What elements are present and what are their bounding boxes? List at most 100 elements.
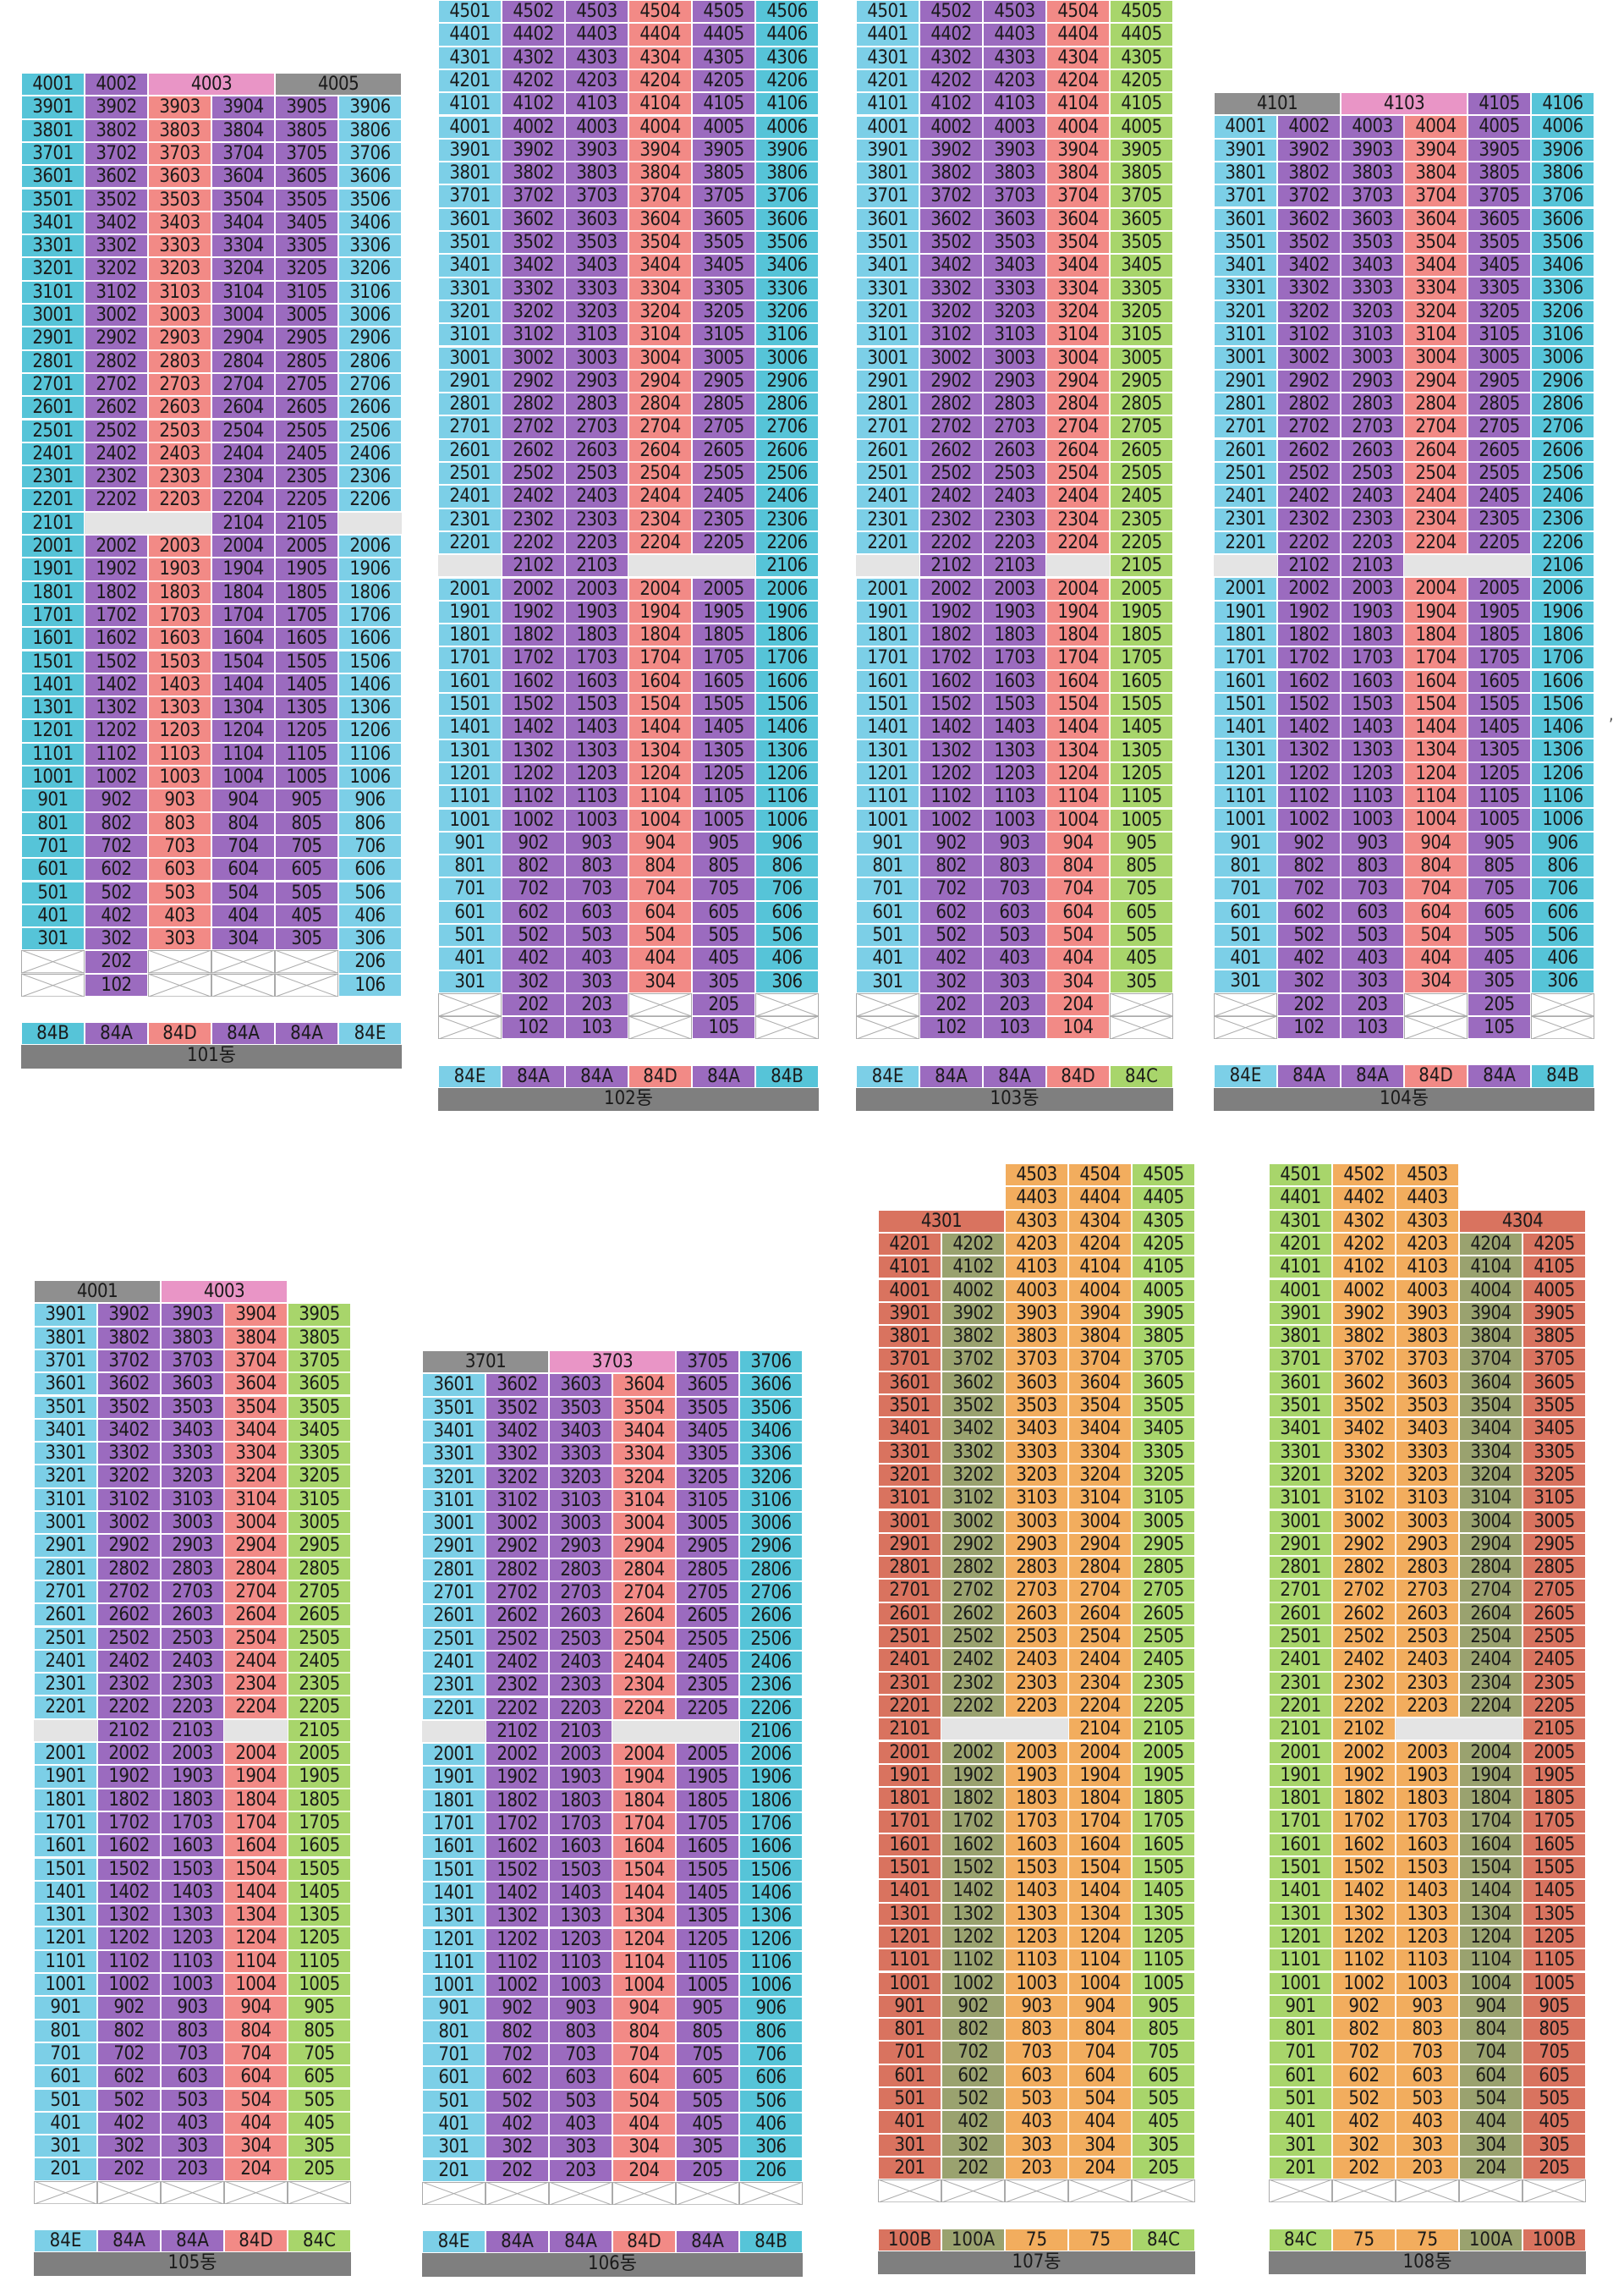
unit-cell: 806	[1531, 854, 1594, 878]
unit-cell: 2606	[338, 396, 402, 420]
unit-cell: 1305	[1110, 739, 1173, 762]
unit-cell: 1003	[549, 1974, 612, 1998]
unit-cell: 1704	[211, 603, 275, 628]
unit-cell: 2602	[1332, 1602, 1396, 1625]
unit-cell: 3002	[1277, 346, 1341, 370]
unit-cell: 3701	[438, 184, 502, 208]
unit-cell: 203	[1005, 2156, 1068, 2180]
unit-cell: 905	[288, 1996, 351, 2020]
unit-cell: 3802	[1277, 161, 1341, 185]
unit-cell: 4303	[1396, 1209, 1459, 1233]
unit-cell: 2405	[1522, 1648, 1586, 1672]
unit-cell: 3605	[1468, 207, 1531, 231]
unit-cell: 3701	[1214, 184, 1277, 208]
unit-cell: 2305	[1468, 508, 1531, 531]
unit-cell: 1103	[1341, 785, 1404, 809]
unit-cell: 2706	[739, 1581, 803, 1605]
unit-cell: 703	[1396, 2041, 1459, 2064]
unit-cell: 4405	[1110, 23, 1173, 47]
unit-cell: 301	[856, 970, 919, 993]
unit-cell: 3105	[288, 1487, 351, 1511]
unit-cell: 2201	[422, 1696, 486, 1720]
unit-cell: 3801	[34, 1326, 97, 1349]
unit-cell: 502	[502, 924, 565, 948]
unit-cell: 2404	[1459, 1648, 1522, 1672]
unit-cell: 1806	[755, 624, 819, 647]
unit-cell: 3505	[676, 1396, 739, 1420]
unit-cell: 701	[422, 2043, 486, 2067]
unit-cell: 4404	[1046, 23, 1110, 47]
unit-cell: 1101	[856, 785, 919, 809]
unit-cell: 2303	[161, 1673, 224, 1696]
unit-cell: 1705	[676, 1812, 739, 1836]
unit-cell: 2604	[612, 1604, 676, 1628]
unit-cell: 4006	[755, 115, 819, 139]
unit-cell: 4403	[565, 23, 628, 47]
pilotis-cell	[1531, 992, 1594, 1016]
unit-cell: 3503	[161, 1395, 224, 1419]
unit-cell: 802	[919, 855, 983, 878]
unit-cell: 4503	[1396, 1163, 1459, 1187]
unit-cell: 2101	[878, 1718, 941, 1741]
unit-cell: 1805	[1468, 623, 1531, 647]
unit-cell: 2203	[1341, 530, 1404, 554]
unit-cell: 902	[502, 831, 565, 855]
unit-cell: 1701	[1214, 646, 1277, 670]
unit-cell: 306	[739, 2135, 803, 2159]
unit-cell: 4305	[692, 46, 755, 69]
unit-cell: 2105	[1132, 1718, 1195, 1741]
unit-cell: 1805	[676, 1789, 739, 1812]
unit-cell: 3405	[275, 211, 338, 235]
unit-cell: 1306	[739, 1904, 803, 1928]
unit-cell: 2604	[628, 438, 692, 462]
unit-cell: 1806	[739, 1789, 803, 1812]
unit-cell: 601	[34, 2065, 97, 2089]
unit-cell: 1802	[85, 580, 148, 604]
unit-cell: 2003	[161, 1742, 224, 1766]
unit-cell: 3602	[919, 207, 983, 231]
unit-cell: 3604	[1068, 1371, 1132, 1394]
unit-cell: 3902	[919, 138, 983, 162]
unit-cell: 1402	[486, 1881, 549, 1905]
unit-cell: 2101	[1269, 1718, 1332, 1741]
unit-cell: 1603	[1396, 1833, 1459, 1856]
pilotis-cell	[1522, 2179, 1586, 2203]
unit-cell: 1101	[21, 742, 85, 766]
unit-cell: 2704	[224, 1580, 288, 1604]
unit-cell: 1001	[1269, 1971, 1332, 1995]
unit-cell: 2502	[1332, 1625, 1396, 1649]
unit-cell: 2402	[1332, 1648, 1396, 1672]
unit-cell: 1405	[275, 673, 338, 697]
unit-cell: 2004	[628, 577, 692, 601]
unit-cell: 3603	[549, 1373, 612, 1397]
unit-cell: 401	[21, 904, 85, 928]
unit-cell: 402	[941, 2110, 1005, 2134]
unit-cell: 1706	[338, 603, 402, 628]
unit-cell: 2403	[565, 485, 628, 508]
unit-cell: 504	[1459, 2087, 1522, 2111]
type-label: 84E	[422, 2230, 486, 2254]
unit-cell: 4201	[438, 69, 502, 93]
unit-cell: 3301	[1214, 277, 1277, 300]
unit-cell: 1006	[1531, 808, 1594, 832]
unit-cell: 1302	[85, 696, 148, 720]
unit-cell: 4406	[755, 23, 819, 47]
unit-cell: 4205	[1522, 1232, 1586, 1256]
unit-cell: 4005	[1522, 1278, 1586, 1302]
unit-cell: 2401	[21, 442, 85, 466]
unit-cell: 1801	[1214, 623, 1277, 647]
unit-cell: 604	[612, 2066, 676, 2090]
unit-cell: 1604	[628, 669, 692, 693]
unit-cell: 3401	[1214, 254, 1277, 278]
unit-cell: 3002	[919, 346, 983, 370]
unit-cell: 3501	[21, 188, 85, 212]
unit-cell: 403	[565, 947, 628, 970]
unit-cell: 1803	[161, 1788, 224, 1811]
unit-cell: 4306	[755, 46, 819, 69]
unit-cell: 1405	[692, 716, 755, 739]
unit-cell: 1101	[878, 1948, 941, 1972]
unit-cell: 601	[856, 900, 919, 924]
unit-cell: 3401	[438, 254, 502, 278]
unit-cell: 2403	[1396, 1648, 1459, 1672]
unit-cell: 1205	[1132, 1925, 1195, 1949]
